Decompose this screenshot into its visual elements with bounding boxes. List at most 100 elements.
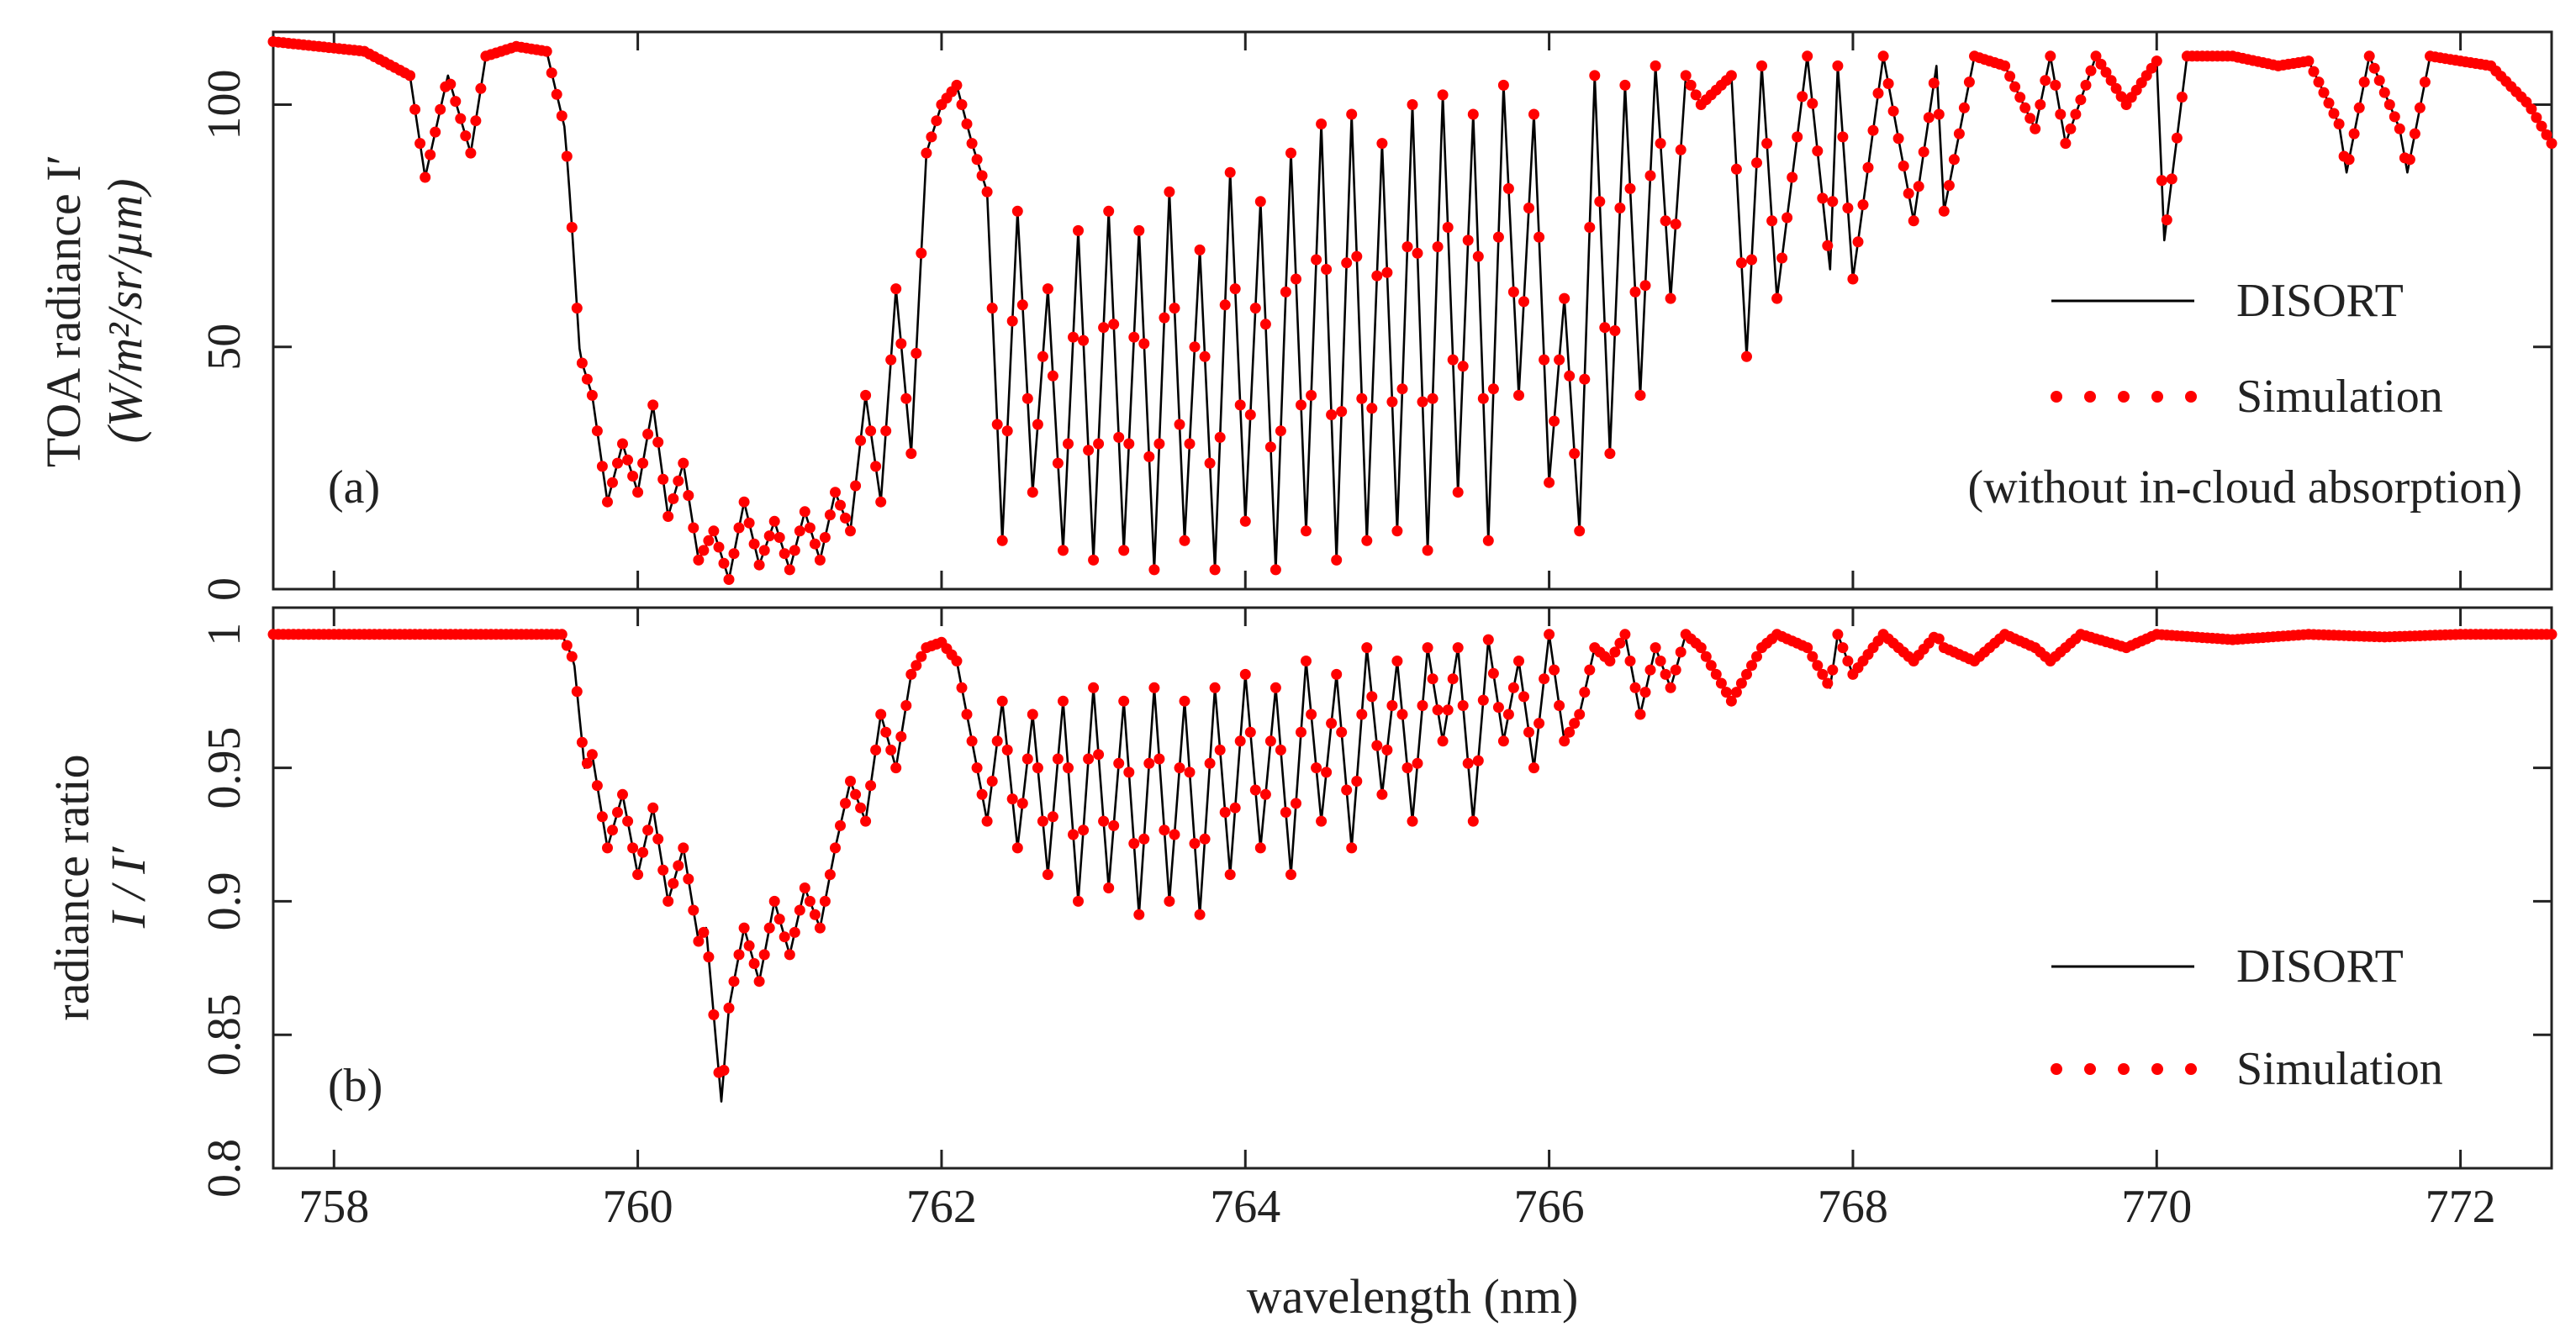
panel-b-legend-simulation: Simulation (2236, 1043, 2443, 1095)
panel-a-simulation-point (2348, 128, 2360, 140)
panel-a-simulation-point (1032, 419, 1043, 430)
panel-a-simulation-point (673, 475, 684, 487)
panel-b-simulation-point (1366, 691, 1378, 703)
panel-b-simulation-point (1259, 788, 1271, 800)
panel-b-simulation-point (905, 668, 917, 680)
panel-b-simulation-point (753, 976, 765, 988)
panel-a-simulation-point (1108, 319, 1120, 330)
panel-b-simulation-point (1042, 869, 1053, 881)
panel-a-simulation-point (1958, 102, 1970, 113)
panel-a-simulation-point (2303, 55, 2315, 67)
panel-b-ylabel: radiance ratio (45, 754, 99, 1020)
panel-b-simulation-point (718, 1065, 730, 1076)
panel-a-label: (a) (328, 461, 380, 514)
panel-b-simulation-point (804, 895, 816, 907)
panel-a-simulation-point (743, 517, 755, 529)
panel-a-legend-dot (2084, 391, 2096, 403)
panel-b-simulation-point (1837, 642, 1849, 654)
panel-a-simulation-point (1113, 431, 1125, 443)
panel-b-simulation-point (1735, 677, 1747, 689)
panel-b-ytick-label: 0.8 (198, 1139, 251, 1198)
panel-a-simulation-point (1011, 205, 1023, 217)
panel-a-simulation-point (1280, 286, 1291, 298)
panel-b-simulation-point (1118, 695, 1130, 707)
panel-b-simulation-point (1452, 642, 1464, 654)
panel-a-simulation-point (1918, 146, 1929, 158)
panel-a-simulation-point (763, 530, 775, 542)
panel-b-simulation-point (1001, 744, 1013, 756)
panel-b-simulation-point (1812, 660, 1824, 672)
panel-b-simulation-point (642, 824, 654, 836)
panel-b-simulation-point (1497, 735, 1509, 747)
panel-a-simulation-point (1058, 545, 1069, 556)
panel-a-simulation-point (1963, 76, 1975, 88)
panel-b-simulation-point (668, 877, 679, 889)
panel-b-simulation-point (1549, 664, 1560, 676)
panel-a-simulation-point (1326, 409, 1338, 420)
panel-a-simulation-point (1229, 283, 1241, 295)
panel-a-simulation-point (1822, 240, 1834, 251)
panel-b-simulation-point (991, 735, 1003, 747)
panel-a-simulation-point (1787, 171, 1798, 183)
panel-a-simulation-point (895, 338, 907, 350)
panel-b-simulation-point (916, 651, 927, 662)
panel-a-simulation-point (865, 425, 877, 437)
panel-a-simulation-point (561, 150, 573, 162)
panel-a-simulation-point (1047, 370, 1058, 382)
panel-a-simulation-point (1427, 392, 1438, 404)
panel-b-simulation-point (1179, 695, 1190, 707)
panel-a-simulation-point (1862, 161, 1874, 173)
panel-a-simulation-point (1442, 222, 1454, 233)
panel-a-simulation-point (1634, 389, 1646, 401)
panel-b-simulation-point (1644, 664, 1656, 676)
panel-a-simulation-point (1169, 303, 1180, 314)
panel-b-simulation-point (1579, 687, 1591, 698)
panel-a-simulation-point (1311, 254, 1322, 266)
panel-a-simulation-point (2389, 111, 2400, 123)
panel-a-simulation-point (718, 557, 730, 569)
panel-b-simulation-point (1502, 709, 1514, 720)
panel-a-simulation-point (1756, 60, 1767, 71)
panel-b-xtick-label: 770 (2121, 1181, 2192, 1233)
panel-b-simulation-point (890, 762, 902, 774)
panel-b-simulation-point (1123, 766, 1135, 778)
panel-a-simulation-point (773, 532, 785, 543)
panel-a-simulation-point (1027, 487, 1038, 498)
panel-a-simulation-point (2378, 87, 2390, 98)
panel-b-simulation-point (1164, 895, 1175, 907)
panel-a-simulation-point (1650, 60, 1661, 71)
panel-a-simulation-point (1153, 438, 1165, 450)
panel-a-simulation-point (2383, 99, 2395, 110)
panel-b-simulation-point (1407, 815, 1418, 827)
panel-a-simulation-point (430, 126, 441, 138)
panel-a-simulation-point (1938, 205, 1950, 217)
panel-a-simulation-point (738, 496, 750, 508)
panel-b-simulation-point (612, 807, 623, 818)
panel-a-simulation-point (1609, 325, 1621, 336)
panel-b-simulation-point (870, 744, 882, 756)
panel-a-simulation-point (617, 438, 628, 450)
panel-a-simulation-point (1244, 409, 1256, 420)
panel-a-simulation-point (1083, 445, 1095, 456)
panel-a-simulation-point (1209, 564, 1221, 576)
panel-a-simulation-point (951, 79, 963, 91)
panel-b-simulation-point (1523, 726, 1534, 738)
panel-b-simulation-point (1264, 735, 1276, 747)
panel-a-simulation-point (1832, 60, 1844, 71)
panel-b-simulation-point (1321, 766, 1333, 778)
panel-a-simulation-point (1564, 370, 1576, 382)
panel-a-simulation-point (1477, 392, 1489, 404)
panel-a-simulation-point (1847, 273, 1859, 285)
panel-a-simulation-point (445, 78, 457, 90)
panel-b-simulation-point (1006, 793, 1018, 805)
panel-a-simulation-point (435, 103, 446, 115)
panel-b-simulation-point (1376, 788, 1388, 800)
panel-a-simulation-point (1533, 231, 1545, 243)
panel-b-simulation-point (1802, 642, 1813, 654)
panel-b-simulation-point (1301, 656, 1312, 666)
panel-b-simulation-point (688, 904, 699, 916)
panel-a-simulation-point (662, 511, 674, 522)
panel-b-simulation-point (1108, 819, 1120, 831)
panel-b-simulation-point (683, 873, 694, 885)
panel-a-simulation-point (693, 554, 705, 566)
